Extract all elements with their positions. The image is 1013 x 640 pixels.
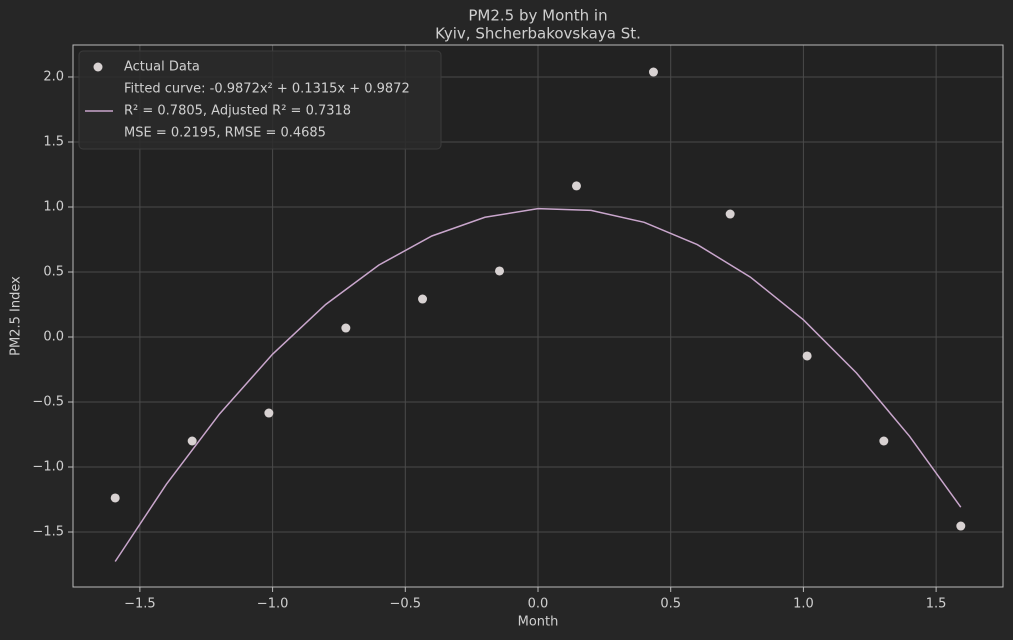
data-point: [264, 408, 274, 418]
x-tick-label: 0.5: [660, 597, 681, 612]
legend-label: Fitted curve: -0.9872x² + 0.1315x + 0.98…: [124, 82, 410, 97]
x-tick-label: −1.0: [257, 597, 289, 612]
data-point: [879, 436, 889, 446]
data-point: [648, 67, 658, 77]
y-tick-label: 1.0: [43, 199, 64, 214]
legend-label: R² = 0.7805, Adjusted R² = 0.7318: [124, 104, 351, 119]
y-tick-label: 1.5: [43, 134, 64, 149]
y-axis-label: PM2.5 Index: [9, 276, 24, 356]
axes-frame: [72, 44, 1004, 588]
x-tick-label: 1.5: [926, 597, 947, 612]
chart-title: PM2.5 by Month in: [468, 7, 607, 25]
y-tick-label: −1.5: [32, 525, 64, 540]
x-tick-label: 1.0: [793, 597, 814, 612]
x-tick-label: −1.5: [124, 597, 156, 612]
legend-label: Actual Data: [124, 60, 200, 75]
chart-title: Kyiv, Shcherbakovskaya St.: [435, 25, 641, 43]
data-point: [571, 181, 581, 191]
data-point: [110, 493, 120, 503]
y-tick-label: 0.5: [43, 264, 64, 279]
data-point: [418, 294, 428, 304]
legend-marker: [93, 62, 103, 72]
data-point: [187, 436, 197, 446]
x-tick-label: −0.5: [390, 597, 422, 612]
legend-label: MSE = 0.2195, RMSE = 0.4685: [124, 126, 326, 141]
fitted-line: [114, 207, 962, 562]
y-tick-label: −1.0: [32, 460, 64, 475]
x-tick-label: 0.0: [528, 597, 549, 612]
data-point: [341, 323, 351, 333]
x-axis-label: Month: [518, 615, 559, 630]
data-point: [956, 521, 966, 531]
y-tick-label: 2.0: [43, 69, 64, 84]
data-point: [725, 209, 735, 219]
data-point: [495, 266, 505, 276]
legend-box: [78, 50, 442, 150]
y-tick-label: −0.5: [32, 394, 64, 409]
y-tick-label: 0.0: [43, 329, 64, 344]
data-point: [802, 351, 812, 361]
